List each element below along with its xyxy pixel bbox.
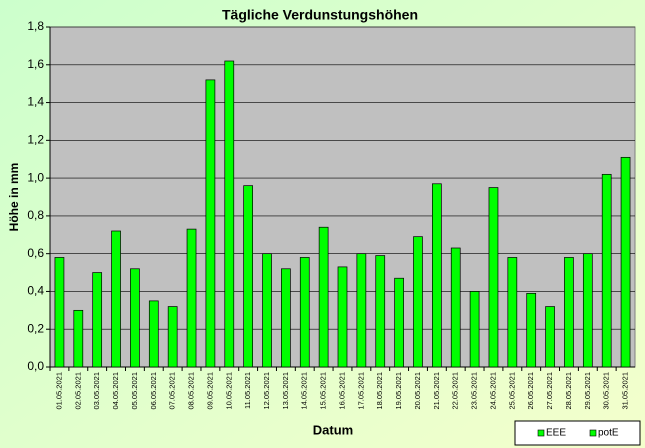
y-tick-label: 0,4 <box>27 284 44 298</box>
x-tick-label: 27.05.2021 <box>545 372 554 410</box>
x-tick-label: 18.05.2021 <box>375 372 384 410</box>
x-tick-label: 25.05.2021 <box>507 372 516 410</box>
x-tick-label: 12.05.2021 <box>262 372 271 410</box>
bar <box>205 79 216 368</box>
bar <box>186 228 197 368</box>
bar <box>432 183 442 368</box>
x-tick-label: 19.05.2021 <box>394 372 403 410</box>
bar <box>582 253 593 368</box>
legend-label: potE <box>598 428 619 439</box>
x-tick-label: 20.05.2021 <box>413 372 422 410</box>
x-tick-label: 13.05.2021 <box>281 372 290 410</box>
y-tick-label: 1,6 <box>27 57 44 71</box>
y-tick-label: 0,8 <box>27 208 44 222</box>
bar <box>394 277 404 368</box>
y-tick-label: 1,8 <box>27 19 44 33</box>
bar <box>375 255 386 368</box>
x-tick-label: 04.05.2021 <box>111 372 120 410</box>
x-tick-label: 23.05.2021 <box>470 372 479 410</box>
x-tick-label: 11.05.2021 <box>243 372 252 409</box>
y-tick-label: 1,4 <box>27 95 44 109</box>
x-tick-label: 14.05.2021 <box>300 372 309 410</box>
bar <box>299 257 310 368</box>
bar <box>337 266 348 368</box>
legend-swatch <box>589 429 597 437</box>
bar <box>262 253 272 368</box>
x-tick-label: 17.05.2021 <box>356 372 365 410</box>
legend-swatch <box>537 429 545 437</box>
x-tick-label: 21.05.2021 <box>432 372 441 410</box>
y-tick-label: 1,2 <box>27 133 44 147</box>
y-tick-label: 1,0 <box>27 170 44 184</box>
bar <box>148 300 159 368</box>
bar <box>130 268 140 368</box>
x-tick-label: 06.05.2021 <box>149 372 158 410</box>
x-tick-label: 29.05.2021 <box>583 372 592 410</box>
x-tick-label: 03.05.2021 <box>92 372 101 410</box>
bar <box>488 187 499 368</box>
bar <box>356 253 367 368</box>
bar <box>564 257 574 368</box>
x-tick-label: 09.05.2021 <box>205 372 214 410</box>
bar <box>73 309 84 368</box>
chart-title: Tägliche Verdunstungshöhen <box>222 7 418 23</box>
x-tick-label: 07.05.2021 <box>168 372 177 410</box>
x-tick-label: 28.05.2021 <box>564 372 573 410</box>
bar <box>318 226 329 368</box>
x-tick-label: 10.05.2021 <box>224 372 233 410</box>
x-axis-label: Datum <box>313 422 353 437</box>
bar <box>601 173 612 368</box>
y-tick-label: 0,0 <box>27 359 44 373</box>
bar <box>469 291 480 368</box>
y-axis-label: Höhe in mm <box>7 163 21 232</box>
bar <box>54 257 65 368</box>
bar <box>620 156 631 368</box>
x-tick-label: 08.05.2021 <box>187 372 196 410</box>
bar <box>507 257 518 368</box>
x-tick-label: 02.05.2021 <box>73 372 82 410</box>
bar <box>167 306 178 368</box>
y-tick-label: 0,6 <box>27 246 44 260</box>
x-tick-label: 16.05.2021 <box>337 372 346 410</box>
bar <box>526 292 537 368</box>
bar <box>281 268 291 368</box>
bar <box>545 306 555 368</box>
x-tick-label: 31.05.2021 <box>621 372 630 410</box>
legend-label: EEE <box>546 428 566 439</box>
y-tick-label: 0,2 <box>27 321 44 335</box>
x-tick-label: 22.05.2021 <box>451 372 460 410</box>
bar <box>92 272 103 368</box>
x-tick-label: 01.05.2021 <box>54 372 63 410</box>
bar <box>413 236 423 368</box>
x-tick-label: 30.05.2021 <box>602 372 611 410</box>
x-tick-label: 05.05.2021 <box>130 372 139 410</box>
bar <box>224 60 235 368</box>
bar <box>111 230 121 368</box>
x-tick-label: 26.05.2021 <box>526 372 535 410</box>
x-tick-label: 15.05.2021 <box>319 372 328 410</box>
bar <box>450 247 461 368</box>
bar <box>243 185 253 368</box>
x-tick-label: 24.05.2021 <box>488 372 497 410</box>
legend-box <box>514 420 641 446</box>
